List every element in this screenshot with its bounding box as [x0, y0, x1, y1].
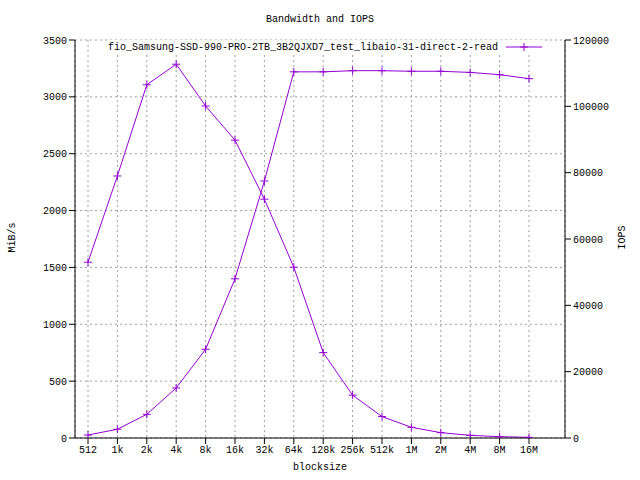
html-text:Bandwidth and IOPS: Bandwidth and IOPS: [266, 14, 374, 25]
svg-text:4M: 4M: [464, 445, 476, 456]
svg-text:1500: 1500: [43, 263, 67, 274]
svg-text:100000: 100000: [573, 102, 609, 113]
svg-text:4k: 4k: [170, 445, 182, 456]
svg-text:1k: 1k: [111, 445, 123, 456]
svg-text:16M: 16M: [520, 445, 538, 456]
svg-text:8k: 8k: [200, 445, 212, 456]
html-text:blocksize: blocksize: [293, 462, 347, 473]
svg-text:256k: 256k: [341, 445, 365, 456]
svg-text:3000: 3000: [43, 92, 67, 103]
svg-text:120000: 120000: [573, 36, 609, 47]
svg-text:2k: 2k: [141, 445, 153, 456]
svg-text:512k: 512k: [370, 445, 394, 456]
svg-text:8M: 8M: [494, 445, 506, 456]
svg-text:0: 0: [573, 434, 579, 445]
svg-text:40000: 40000: [573, 301, 603, 312]
svg-text:60000: 60000: [573, 235, 603, 246]
svg-text:2M: 2M: [435, 445, 447, 456]
svg-text:64k: 64k: [285, 445, 303, 456]
svg-text:1M: 1M: [405, 445, 417, 456]
svg-text:2500: 2500: [43, 149, 67, 160]
svg-text:2000: 2000: [43, 206, 67, 217]
svg-text:128k: 128k: [311, 445, 335, 456]
svg-text:32k: 32k: [255, 445, 273, 456]
svg-text:500: 500: [49, 377, 67, 388]
html-text:MiB/s: MiB/s: [6, 222, 18, 253]
svg-text:20000: 20000: [573, 367, 603, 378]
svg-text:16k: 16k: [226, 445, 244, 456]
html-text:fio_Samsung-SSD-990-PRO-2TB_3B: fio_Samsung-SSD-990-PRO-2TB_3B2QJXD7_tes…: [107, 41, 498, 53]
svg-text:1000: 1000: [43, 320, 67, 331]
svg-text:80000: 80000: [573, 168, 603, 179]
svg-text:0: 0: [61, 434, 67, 445]
html-text:IOPS: IOPS: [616, 225, 628, 250]
svg-text:512: 512: [79, 445, 97, 456]
svg-text:3500: 3500: [43, 36, 67, 47]
